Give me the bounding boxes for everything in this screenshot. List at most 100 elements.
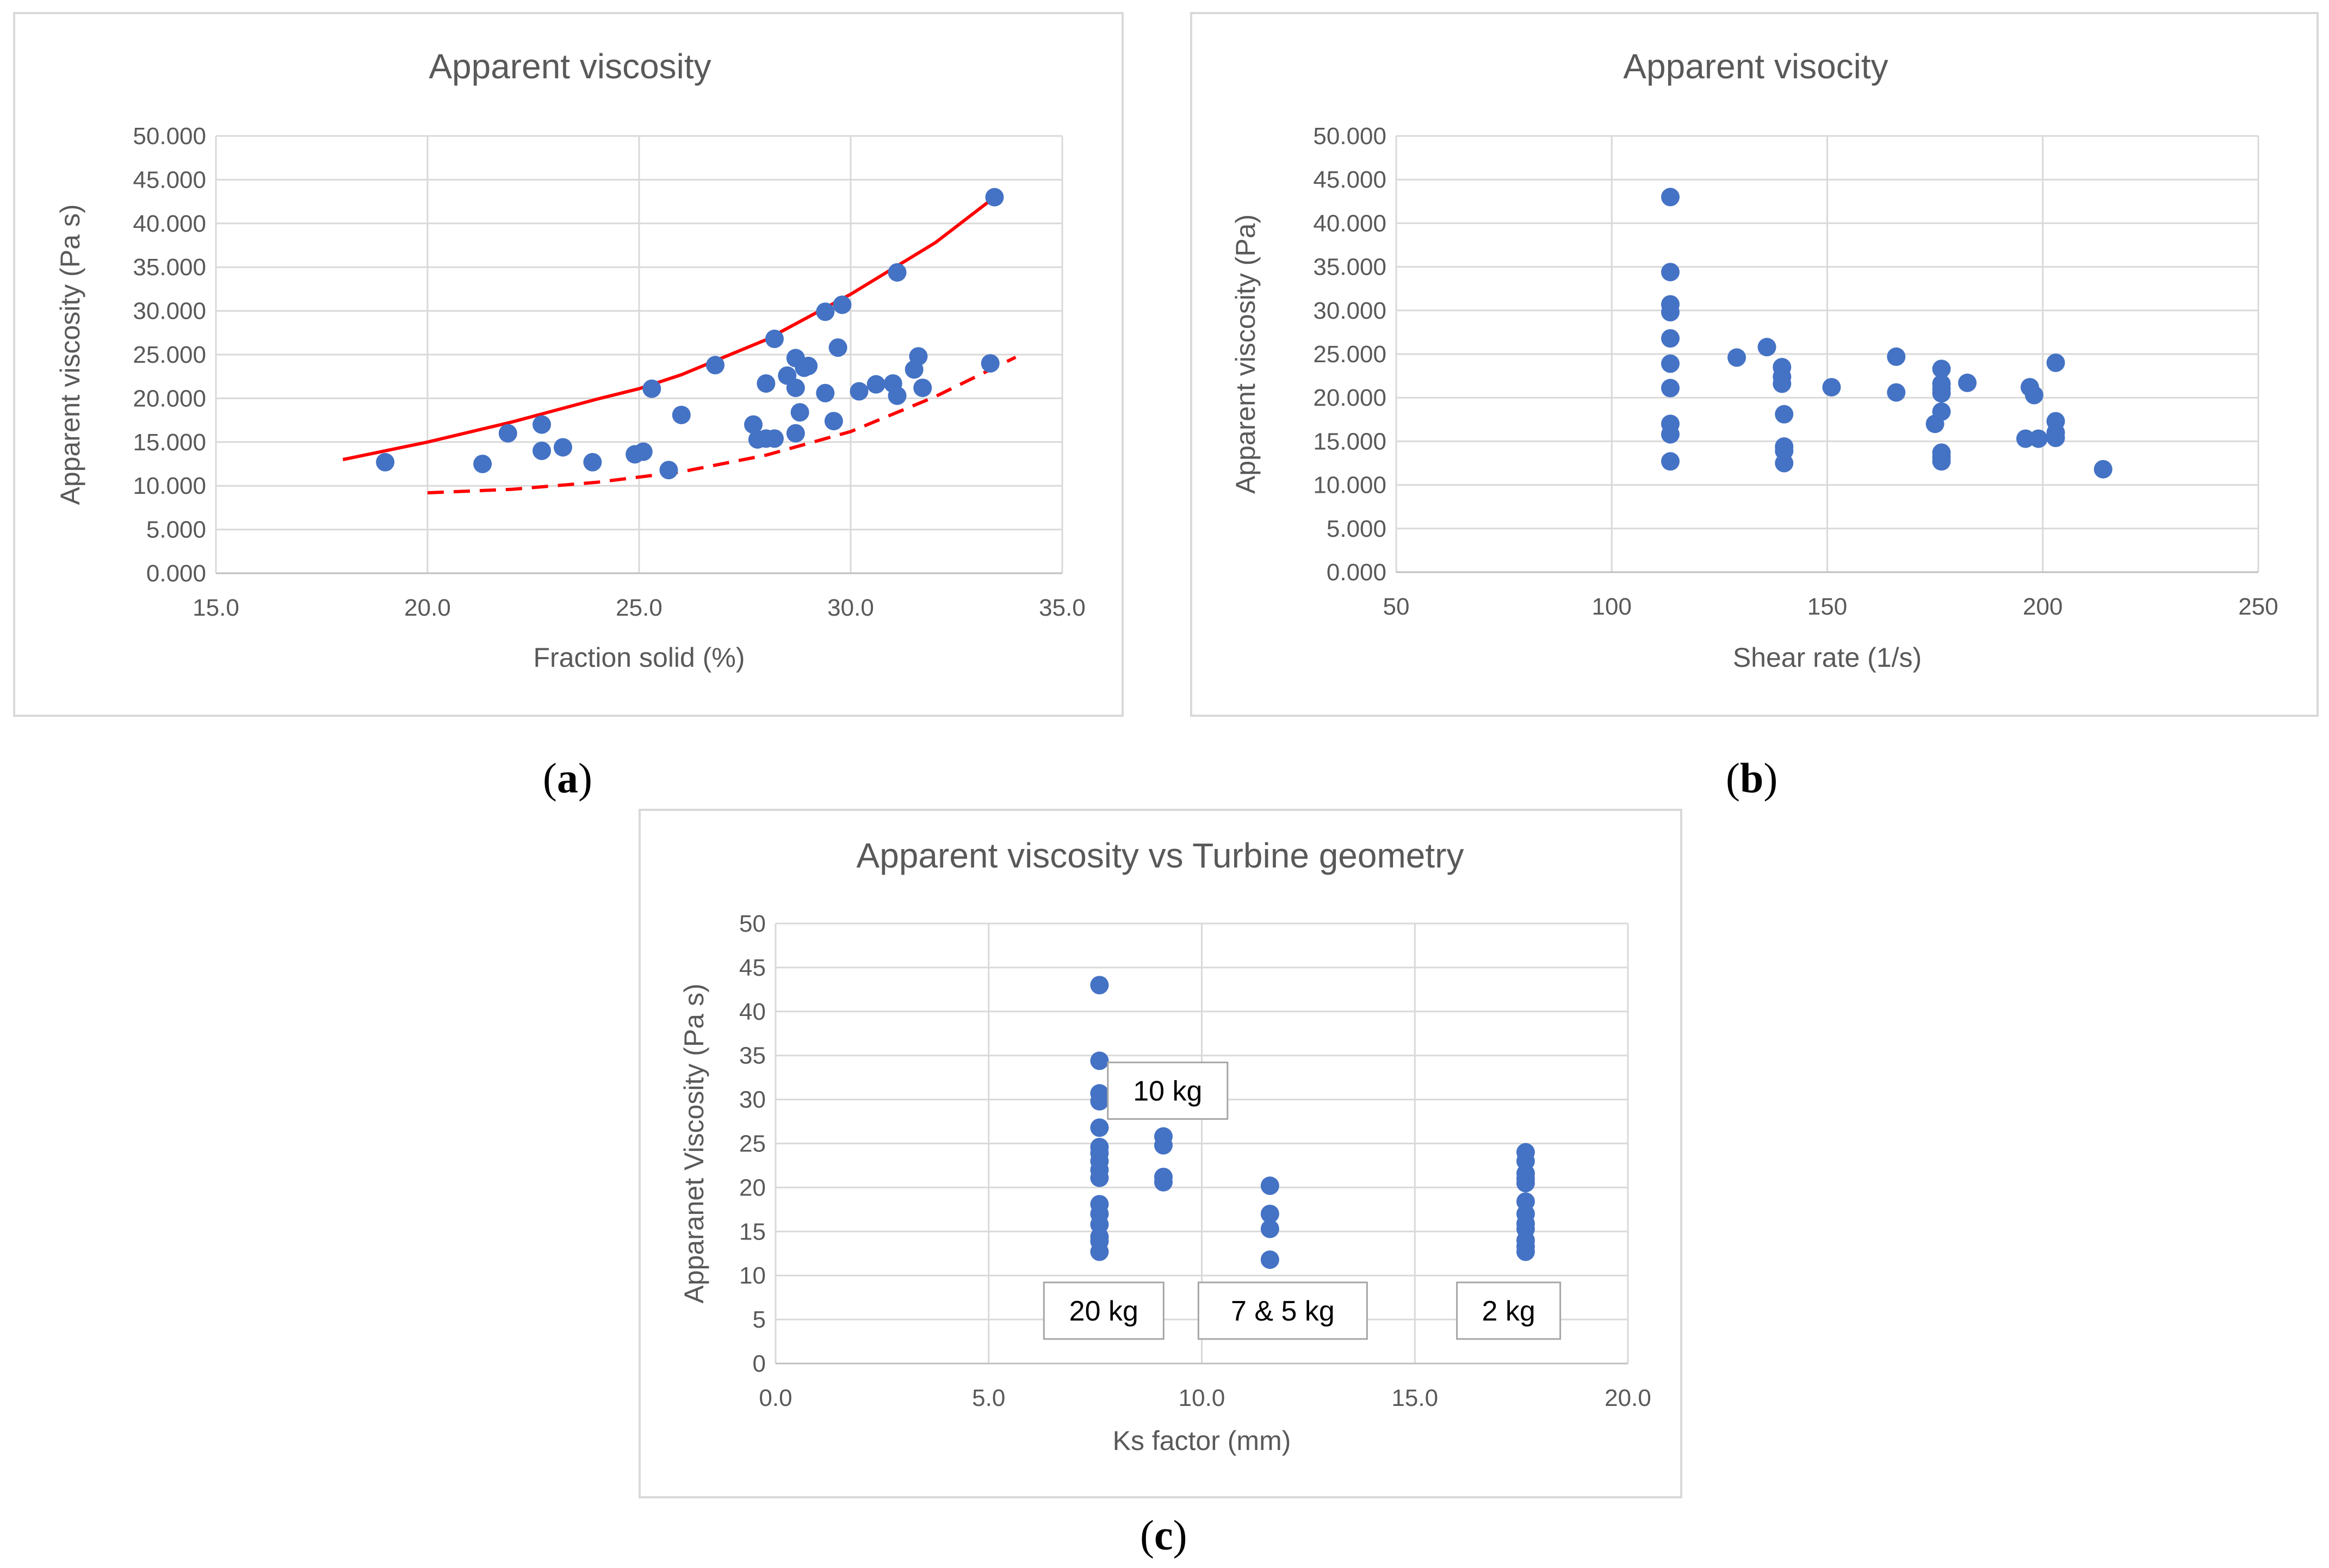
chart-b-y-tick-label: 45.000 [1313,166,1386,193]
chart-c-annotation-label: 10 kg [1133,1075,1202,1107]
chart-c-x-axis-label: Ks factor (mm) [1113,1426,1291,1456]
chart-c-y-tick-label: 35 [739,1043,766,1069]
chart-a-x-axis-label: Fraction solid (%) [534,642,745,673]
chart-a-y-tick-label: 5.000 [146,517,206,543]
chart-c-data-point [1154,1173,1173,1192]
chart-c-x-tick-label: 15.0 [1391,1385,1438,1411]
chart-c-data-point [1516,1242,1535,1261]
chart-a-data-point [824,412,843,431]
chart-c-y-tick-label: 10 [739,1262,766,1289]
chart-a-data-point [816,383,835,402]
chart-a-data-point [498,424,517,443]
chart-a-y-tick-label: 15.000 [133,429,206,456]
chart-b-y-tick-label: 0.000 [1327,559,1386,586]
chart-a-data-point [799,356,818,375]
chart-a-data-point [850,382,869,401]
chart-a-y-tick-label: 25.000 [133,342,206,368]
chart-c-y-tick-label: 30 [739,1087,766,1113]
chart-a-data-point [888,263,907,282]
chart-a-data-point [790,403,809,422]
chart-b-data-point [1932,452,1951,471]
chart-b-x-tick-label: 150 [1807,593,1847,620]
chart-a-data-point [659,461,678,480]
caption-a: (a) [543,754,592,802]
chart-b-data-point [1661,354,1680,373]
chart-b-y-tick-label: 5.000 [1327,516,1386,542]
chart-c-data-point [1090,976,1109,995]
chart-a-data-point [583,453,602,472]
chart-a-data-point [833,295,852,314]
chart-c-data-point [1090,1051,1109,1070]
chart-c-data-point [1154,1136,1173,1155]
chart-c-annotation: 7 & 5 kg [1197,1281,1368,1340]
chart-b-data-point [1661,263,1680,282]
chart-b-data-point [1757,338,1776,357]
chart-c-y-tick-label: 40 [739,999,766,1025]
chart-a-data-point [913,379,932,398]
chart-a-data-point [765,330,784,349]
chart-b-data-point [1887,383,1906,402]
caption-b: (b) [1726,754,1778,802]
chart-c-annotation-label: 20 kg [1069,1296,1138,1327]
chart-a-data-point [376,453,395,472]
chart-a-data-point [532,441,552,460]
chart-b-y-axis-label: Apparent viscosity (Pa) [1230,214,1261,494]
chart-b-x-tick-label: 200 [2023,593,2062,620]
chart-c-y-axis-label: Apparanet Viscosity (Pa s) [679,983,709,1303]
chart-b-svg: Apparent visocity 0.000 5.000 10.000 15.000 2… [1230,47,2278,673]
chart-c-x-tick-label: 0.0 [759,1385,792,1411]
chart-b-y-tick-label: 50.000 [1313,123,1386,150]
chart-c-x-tick-label: 10.0 [1179,1385,1225,1411]
chart-a-y-tick-label: 40.000 [133,210,206,237]
chart-c-data-point [1090,1092,1109,1111]
chart-b-data-point [1773,374,1792,393]
chart-panel-b: Apparent visocity 0.000 5.000 10.000 15.000 2… [1190,12,2319,717]
chart-c-data-point [1260,1219,1279,1238]
chart-b-y-tick-label: 35.000 [1313,254,1386,281]
chart-b-y-tick-label: 20.000 [1313,385,1386,411]
chart-a-y-tick-label: 50.000 [133,123,206,150]
chart-c-data-point [1516,1174,1535,1193]
chart-b-data-point [2093,460,2113,479]
chart-c-annotation-box [1456,1281,1562,1340]
chart-a-svg: Apparent viscosity 0.000 5.000 10.000 15.000… [55,47,1086,673]
chart-a-y-tick-label: 0.000 [146,560,206,587]
chart-c-data-point [1090,1118,1109,1137]
chart-b-data-point [1661,452,1680,471]
chart-a-data-point [909,347,928,366]
chart-b-data-point [2016,429,2035,448]
chart-c-data-point [1260,1250,1279,1269]
chart-c-y-tick-label: 50 [739,910,766,937]
chart-a-y-tick-label: 30.000 [133,298,206,325]
chart-b-data-point [1661,303,1680,322]
chart-a-x-tick-label: 15.0 [193,594,239,621]
chart-b-data-point [1661,188,1680,207]
chart-b-data-point [2046,428,2065,447]
chart-c-annotation: 10 kg [1107,1061,1229,1120]
chart-c-annotation-label: 2 kg [1482,1296,1535,1327]
chart-a-data-point [757,374,776,393]
caption-b-letter: b [1739,754,1764,802]
chart-c-title: Apparent viscosity vs Turbine geometry [857,836,1464,875]
chart-b-data-point [2046,354,2065,373]
chart-b-title: Apparent visocity [1623,47,1888,86]
chart-c-annotation-label: 7 & 5 kg [1231,1296,1335,1327]
chart-b-data-point [1661,329,1680,348]
chart-c-annotation: 2 kg [1456,1281,1562,1340]
chart-b-data-point [1887,347,1906,366]
chart-b-data-point [1727,348,1746,367]
chart-c-annotation-box [1107,1061,1229,1120]
chart-a-data-point [642,379,661,398]
chart-a-data-point [786,379,805,398]
chart-c-x-tick-label: 5.0 [972,1385,1005,1411]
chart-a-x-tick-label: 30.0 [827,594,874,621]
chart-a-y-tick-label: 20.000 [133,385,206,412]
chart-c-annotation-box [1197,1281,1368,1340]
chart-b-y-tick-label: 40.000 [1313,210,1386,237]
chart-c-y-tick-label: 5 [753,1306,766,1333]
chart-c-y-tick-label: 20 [739,1174,766,1201]
chart-a-y-tick-label: 45.000 [133,166,206,193]
chart-b-x-tick-label: 100 [1592,593,1632,620]
chart-c-y-tick-label: 0 [753,1350,766,1377]
chart-b-data-point [1775,405,1794,424]
